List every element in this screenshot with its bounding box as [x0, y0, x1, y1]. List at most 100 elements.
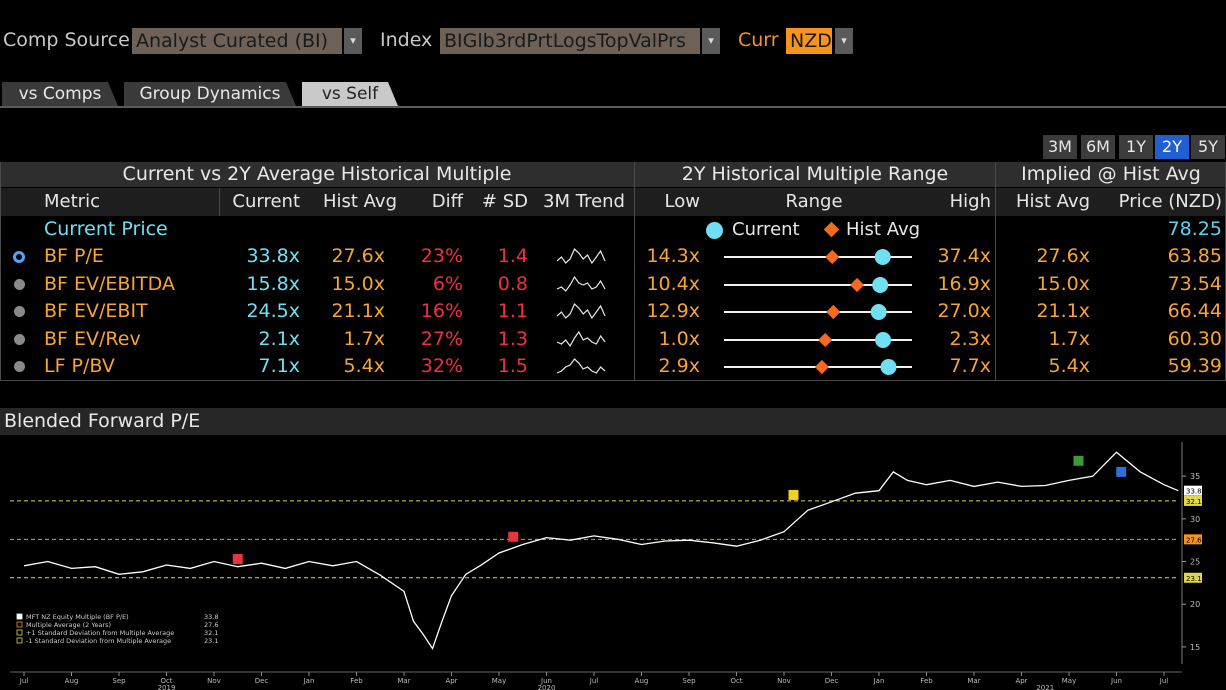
range-low: 14.3x — [646, 245, 700, 267]
x-month-label: Aug — [635, 677, 649, 685]
hist-avg-multiple: 21.1x — [331, 300, 385, 322]
x-month-label: Oct — [730, 677, 742, 685]
legend-series-value: 23.1 — [204, 637, 218, 645]
range-high: 2.3x — [949, 327, 991, 350]
col-diff: Diff — [431, 191, 463, 212]
trend-sparkline — [556, 275, 606, 292]
comp-source-chevron-down-icon[interactable]: ▾ — [344, 28, 362, 54]
y-tick-label: 35 — [1190, 472, 1200, 481]
tab-vs-self[interactable]: vs Self — [302, 82, 398, 106]
diff-percent: 27% — [420, 327, 463, 350]
legend-series-name: Multiple Average (2 Years) — [26, 621, 111, 629]
col-3m-trend: 3M Trend — [543, 191, 625, 212]
legend-swatch — [16, 621, 23, 628]
col-current: Current — [232, 191, 300, 212]
metric-name[interactable]: BF P/E — [44, 245, 104, 267]
range-bar — [724, 304, 912, 320]
legend-series-value: 33.8 — [204, 613, 218, 621]
currency-chevron-down-icon[interactable]: ▾ — [835, 28, 853, 54]
implied-price: 66.44 — [1167, 300, 1222, 322]
metric-name[interactable]: LF P/BV — [44, 355, 115, 377]
trend-sparkline-line — [556, 247, 606, 265]
x-month-label: Mar — [967, 677, 980, 685]
tab-divider — [0, 106, 1226, 108]
index-dropdown[interactable]: BIGlb3rdPrtLogsTopValPrs — [440, 28, 700, 54]
row-select-radio[interactable] — [14, 278, 25, 290]
sd-value: 0.8 — [497, 272, 528, 295]
index-chevron-down-icon[interactable]: ▾ — [702, 28, 720, 54]
implied-hist-avg: 21.1x — [1036, 300, 1090, 322]
x-month-label: Sep — [682, 677, 696, 685]
x-month-label: Jun — [540, 677, 552, 685]
hist-avg-marker — [818, 332, 833, 347]
diff-percent: 23% — [420, 245, 463, 267]
sd-value: 1.3 — [497, 327, 528, 350]
group-separator — [634, 162, 635, 380]
trend-sparkline — [556, 247, 606, 265]
x-month-label: Apr — [1015, 677, 1027, 685]
row-select-radio[interactable] — [13, 251, 25, 263]
group-header-range: 2Y Historical Multiple Range — [681, 163, 949, 185]
x-month-label: Nov — [207, 677, 221, 685]
range-high: 7.7x — [949, 355, 991, 377]
legend-hist-avg-label: Hist Avg — [846, 219, 921, 240]
trend-sparkline-line — [556, 330, 606, 347]
col-low: Low — [664, 191, 700, 212]
metric-name[interactable]: BF EV/EBITDA — [44, 272, 175, 295]
range-low: 1.0x — [658, 327, 700, 350]
row-select-radio[interactable] — [14, 333, 25, 345]
period-6m-button[interactable]: 6M — [1081, 135, 1115, 159]
range-high: 16.9x — [937, 272, 991, 295]
hist-avg-multiple: 5.4x — [343, 355, 385, 377]
value-tag-label: 33.8 — [1186, 488, 1202, 496]
implied-price: 63.85 — [1167, 245, 1222, 267]
metric-name[interactable]: BF EV/Rev — [44, 327, 141, 350]
sd-value: 1.4 — [497, 245, 528, 267]
trend-sparkline-line — [556, 302, 606, 320]
col-high: High — [949, 191, 991, 212]
comp-source-dropdown[interactable]: Analyst Curated (BI) — [132, 28, 342, 54]
curr-label: Curr — [738, 29, 779, 51]
hist-avg-marker — [814, 359, 829, 375]
chart-header-bar — [0, 408, 1226, 435]
tab-group-dynamics[interactable]: Group Dynamics — [124, 82, 296, 106]
sd-value: 1.5 — [497, 355, 528, 377]
hist-avg-multiple: 15.0x — [331, 272, 385, 295]
period-2y-button[interactable]: 2Y — [1155, 135, 1189, 159]
pe-series-line — [23, 451, 1179, 651]
hist-avg-multiple: 1.7x — [343, 327, 385, 350]
col-hist-avg: Hist Avg — [322, 191, 397, 212]
period-1y-button[interactable]: 1Y — [1119, 135, 1153, 159]
currency-dropdown[interactable]: NZD — [786, 28, 832, 54]
x-year-label: 2021 — [1036, 684, 1054, 690]
x-month-label: Aug — [65, 677, 79, 685]
col-implied-hist-avg: Hist Avg — [1015, 191, 1090, 212]
x-year-label: 2019 — [158, 684, 176, 690]
x-month-label: Dec — [825, 677, 839, 685]
x-month-label: Jan — [873, 677, 885, 685]
metric-name[interactable]: BF EV/EBIT — [44, 300, 148, 322]
row-select-radio[interactable] — [14, 306, 25, 317]
table-bottom-border — [0, 380, 1226, 381]
period-3m-button[interactable]: 3M — [1043, 135, 1077, 159]
row-select-radio[interactable] — [14, 361, 25, 372]
event-marker — [1073, 455, 1084, 466]
period-5y-button[interactable]: 5Y — [1191, 135, 1225, 159]
legend-swatch — [16, 613, 23, 620]
current-multiple: 2.1x — [258, 327, 300, 350]
trend-sparkline — [556, 330, 606, 347]
x-month-label: Jun — [1110, 677, 1122, 685]
x-month-label: Jul — [19, 677, 29, 685]
legend-current-label: Current — [732, 219, 800, 240]
value-tag-label: 27.6 — [1186, 536, 1202, 544]
range-high: 27.0x — [937, 300, 991, 322]
current-marker — [880, 359, 897, 375]
y-tick-label: 20 — [1190, 600, 1200, 609]
tab-vs-comps[interactable]: vs Comps — [2, 82, 118, 106]
table-group-header-bar — [0, 162, 1226, 187]
x-month-label: Nov — [777, 677, 791, 685]
current-multiple: 15.8x — [246, 272, 300, 295]
value-tag-label: 32.1 — [1186, 498, 1202, 506]
col-metric: Metric — [44, 191, 100, 212]
legend-swatch — [16, 629, 23, 636]
